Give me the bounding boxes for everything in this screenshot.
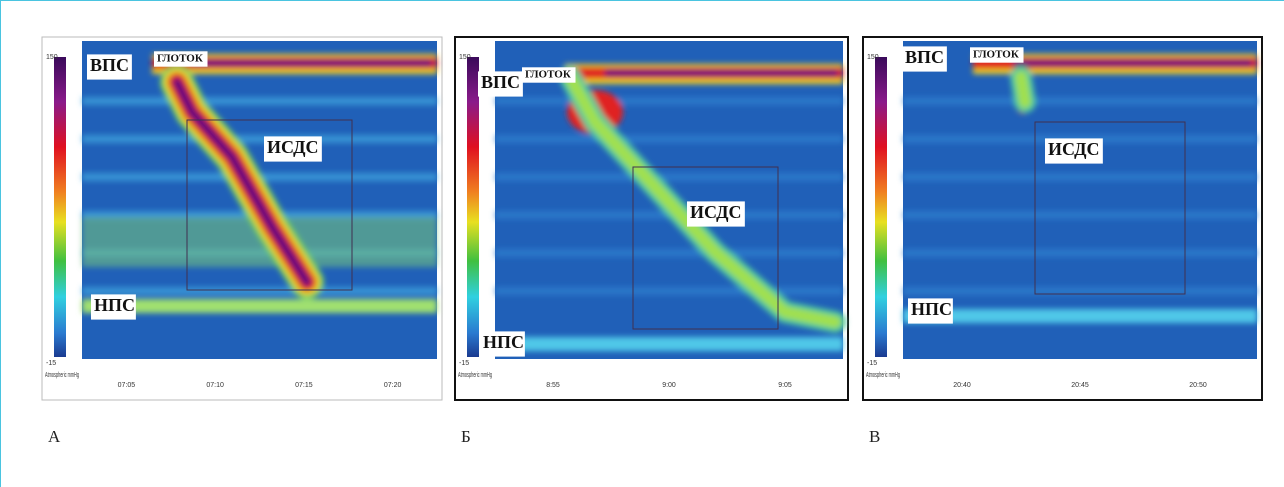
region-label: НПС (483, 332, 524, 352)
label-box (87, 54, 132, 80)
segment-box (1034, 121, 1186, 295)
label-box (970, 47, 1024, 63)
time-label: 20:45 (1071, 382, 1089, 389)
colorbar-max: 150 (46, 54, 58, 61)
label-box (687, 201, 745, 227)
colorbar-unit: Atmospheric mmHg (45, 372, 79, 379)
label-box (264, 136, 322, 162)
peristaltic-wave (1015, 71, 1031, 108)
region-label: ВПС (90, 55, 129, 75)
background-band (495, 249, 843, 257)
colorbar-unit: Atmospheric mmHg (458, 372, 492, 379)
background-band (82, 287, 437, 295)
time-label: 20:50 (1189, 382, 1207, 389)
time-label: 07:15 (295, 382, 313, 389)
colorbar-min: -15 (46, 360, 56, 367)
colorbar-min: -15 (867, 360, 877, 367)
panel-letter: Б (461, 427, 471, 446)
background-band (903, 173, 1257, 181)
manometry-panel: 150 -15 Atmospheric mmHg 8:55 9:00 9:05 ВПС ГЛО… (454, 36, 849, 401)
region-label: ИСДС (267, 137, 319, 157)
background-band (903, 97, 1257, 105)
background-band (82, 135, 437, 143)
region-label: ВПС (905, 47, 944, 67)
background-band (903, 249, 1257, 257)
time-label: 20:40 (953, 382, 971, 389)
ues-band (1013, 60, 1252, 66)
region-label: ГЛОТОК (157, 53, 203, 65)
segment-box (186, 119, 353, 291)
background-band (495, 287, 843, 295)
region-label: ИСДС (690, 202, 742, 222)
heatmap-bg (903, 41, 1257, 359)
colorbar (54, 57, 66, 357)
colorbar-max: 150 (459, 54, 471, 61)
region-label: НПС (94, 295, 135, 315)
heatmap (495, 41, 846, 359)
background-band (495, 135, 843, 143)
background-band (82, 97, 437, 105)
heatmap-features (495, 64, 846, 351)
manometry-panel: 150 -15 Atmospheric mmHg 07:05 07:10 07:15 07:… (41, 36, 443, 401)
time-label: 9:05 (778, 382, 792, 389)
segment-box (632, 166, 779, 330)
time-label: 07:20 (384, 382, 402, 389)
panel-letter: В (869, 427, 880, 446)
peristaltic-wave (173, 78, 311, 286)
heatmap (903, 41, 1257, 359)
manometry-panel: 150 -15 Atmospheric mmHg 20:40 20:45 20:50 ВПС… (862, 36, 1263, 401)
colorbar-unit: Atmospheric mmHg (866, 372, 900, 379)
background-band (495, 97, 843, 105)
background-band (495, 173, 843, 181)
colorbar-min: -15 (459, 360, 469, 367)
ues-band (605, 70, 838, 76)
label-box (908, 298, 953, 324)
region-label: НПС (911, 299, 952, 319)
les-band (903, 309, 1257, 323)
label-box (902, 46, 947, 72)
colorbar (467, 57, 479, 357)
region-label: ВПС (481, 72, 520, 92)
panel-letter: А (48, 427, 61, 446)
region-label: ГЛОТОК (973, 49, 1019, 61)
les-band (495, 337, 843, 351)
time-label: 8:55 (546, 382, 560, 389)
heatmap (82, 41, 437, 359)
label-box (91, 294, 136, 320)
background-band (903, 211, 1257, 219)
ues-band (192, 60, 432, 66)
time-label: 07:05 (118, 382, 136, 389)
label-box (478, 71, 523, 97)
les-band (82, 299, 437, 313)
label-box (522, 67, 576, 83)
background-band (903, 287, 1257, 295)
colorbar-max: 150 (867, 54, 879, 61)
label-box (480, 331, 525, 357)
region-label: ГЛОТОК (525, 69, 571, 81)
peristaltic-wave (564, 71, 841, 328)
colorbar (875, 57, 887, 357)
region-label: ИСДС (1048, 139, 1100, 159)
time-label: 9:00 (662, 382, 676, 389)
label-box (1045, 138, 1103, 164)
heatmap-features (82, 54, 437, 313)
time-label: 07:10 (206, 382, 224, 389)
label-box (154, 51, 208, 67)
